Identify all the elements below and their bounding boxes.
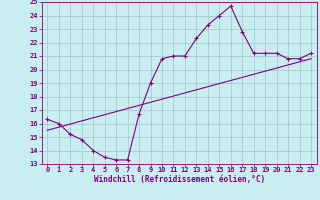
- X-axis label: Windchill (Refroidissement éolien,°C): Windchill (Refroidissement éolien,°C): [94, 175, 265, 184]
